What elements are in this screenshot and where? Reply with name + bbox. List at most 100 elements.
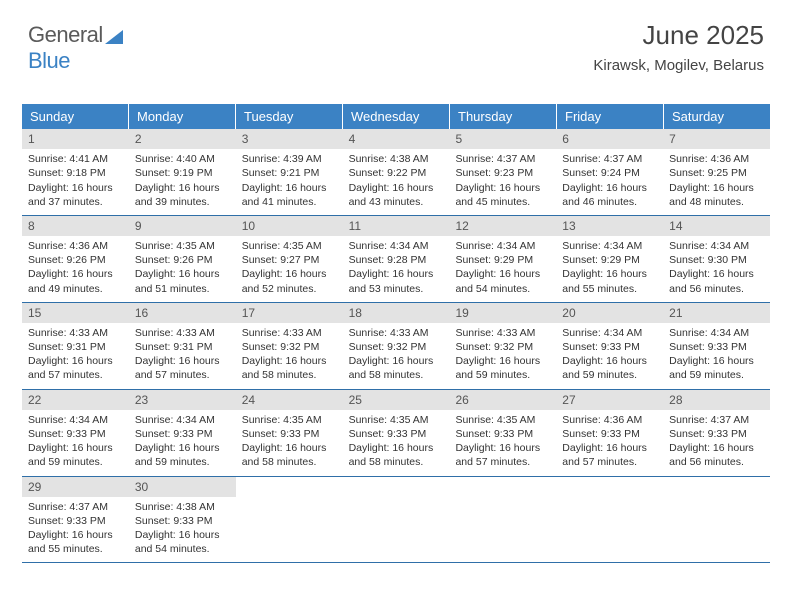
weekday-header: Thursday	[450, 104, 557, 129]
week-row: 29 Sunrise: 4:37 AMSunset: 9:33 PMDayligh…	[22, 477, 770, 564]
day-body: Sunrise: 4:34 AMSunset: 9:33 PMDaylight:…	[663, 323, 770, 389]
day-number: 16	[129, 303, 236, 323]
weekday-header: Friday	[557, 104, 664, 129]
day-number: 28	[663, 390, 770, 410]
day-number: 5	[449, 129, 556, 149]
sunset-line: Sunset: 9:25 PM	[669, 166, 764, 180]
day-body: Sunrise: 4:35 AMSunset: 9:26 PMDaylight:…	[129, 236, 236, 302]
calendar-grid: SundayMondayTuesdayWednesdayThursdayFrid…	[22, 104, 770, 563]
daylight-line: Daylight: 16 hours and 57 minutes.	[135, 354, 230, 382]
sunset-line: Sunset: 9:27 PM	[242, 253, 337, 267]
day-cell	[556, 477, 663, 563]
daylight-line: Daylight: 16 hours and 52 minutes.	[242, 267, 337, 295]
week-row: 1Sunrise: 4:41 AMSunset: 9:18 PMDaylight…	[22, 129, 770, 216]
daylight-line: Daylight: 16 hours and 59 minutes.	[562, 354, 657, 382]
daylight-line: Daylight: 16 hours and 56 minutes.	[669, 267, 764, 295]
day-cell: 15Sunrise: 4:33 AMSunset: 9:31 PMDayligh…	[22, 303, 129, 389]
daylight-line: Daylight: 16 hours and 57 minutes.	[28, 354, 123, 382]
sunset-line: Sunset: 9:19 PM	[135, 166, 230, 180]
day-number: 19	[449, 303, 556, 323]
day-cell: 27Sunrise: 4:36 AMSunset: 9:33 PMDayligh…	[556, 390, 663, 476]
day-body: Sunrise: 4:33 AMSunset: 9:32 PMDaylight:…	[449, 323, 556, 389]
daylight-line: Daylight: 16 hours and 41 minutes.	[242, 181, 337, 209]
day-body: Sunrise: 4:37 AMSunset: 9:33 PMDaylight:…	[663, 410, 770, 476]
sunrise-line: Sunrise: 4:34 AM	[562, 326, 657, 340]
sunrise-line: Sunrise: 4:36 AM	[562, 413, 657, 427]
day-body: Sunrise: 4:38 AMSunset: 9:33 PMDaylight:…	[129, 497, 236, 563]
day-cell: 5Sunrise: 4:37 AMSunset: 9:23 PMDaylight…	[449, 129, 556, 215]
day-cell: 7Sunrise: 4:36 AMSunset: 9:25 PMDaylight…	[663, 129, 770, 215]
day-cell: 3Sunrise: 4:39 AMSunset: 9:21 PMDaylight…	[236, 129, 343, 215]
day-number: 11	[343, 216, 450, 236]
daylight-line: Daylight: 16 hours and 58 minutes.	[349, 441, 444, 469]
day-body: Sunrise: 4:34 AMSunset: 9:29 PMDaylight:…	[556, 236, 663, 302]
sunrise-line: Sunrise: 4:34 AM	[669, 326, 764, 340]
day-number: 2	[129, 129, 236, 149]
sunset-line: Sunset: 9:33 PM	[562, 340, 657, 354]
sunset-line: Sunset: 9:26 PM	[28, 253, 123, 267]
day-cell: 18Sunrise: 4:33 AMSunset: 9:32 PMDayligh…	[343, 303, 450, 389]
day-number: 3	[236, 129, 343, 149]
daylight-line: Daylight: 16 hours and 54 minutes.	[455, 267, 550, 295]
daylight-line: Daylight: 16 hours and 58 minutes.	[242, 441, 337, 469]
sunset-line: Sunset: 9:23 PM	[455, 166, 550, 180]
sunset-line: Sunset: 9:18 PM	[28, 166, 123, 180]
sunset-line: Sunset: 9:21 PM	[242, 166, 337, 180]
day-cell: 22Sunrise: 4:34 AMSunset: 9:33 PMDayligh…	[22, 390, 129, 476]
sunset-line: Sunset: 9:33 PM	[28, 427, 123, 441]
daylight-line: Daylight: 16 hours and 46 minutes.	[562, 181, 657, 209]
sunset-line: Sunset: 9:33 PM	[562, 427, 657, 441]
day-number: 23	[129, 390, 236, 410]
sunrise-line: Sunrise: 4:38 AM	[349, 152, 444, 166]
sunrise-line: Sunrise: 4:34 AM	[135, 413, 230, 427]
day-body: Sunrise: 4:37 AMSunset: 9:24 PMDaylight:…	[556, 149, 663, 215]
day-cell: 26Sunrise: 4:35 AMSunset: 9:33 PMDayligh…	[449, 390, 556, 476]
sunrise-line: Sunrise: 4:33 AM	[455, 326, 550, 340]
weekday-header: Monday	[129, 104, 236, 129]
day-number: 18	[343, 303, 450, 323]
sunrise-line: Sunrise: 4:33 AM	[28, 326, 123, 340]
day-body: Sunrise: 4:39 AMSunset: 9:21 PMDaylight:…	[236, 149, 343, 215]
day-cell: 24Sunrise: 4:35 AMSunset: 9:33 PMDayligh…	[236, 390, 343, 476]
day-number: 4	[343, 129, 450, 149]
sunrise-line: Sunrise: 4:36 AM	[669, 152, 764, 166]
sunrise-line: Sunrise: 4:33 AM	[349, 326, 444, 340]
day-body: Sunrise: 4:34 AMSunset: 9:29 PMDaylight:…	[449, 236, 556, 302]
location-text: Kirawsk, Mogilev, Belarus	[593, 57, 764, 74]
day-number: 14	[663, 216, 770, 236]
day-cell	[236, 477, 343, 563]
daylight-line: Daylight: 16 hours and 55 minutes.	[28, 528, 123, 556]
day-number: 20	[556, 303, 663, 323]
daylight-line: Daylight: 16 hours and 59 minutes.	[669, 354, 764, 382]
day-cell: 11Sunrise: 4:34 AMSunset: 9:28 PMDayligh…	[343, 216, 450, 302]
sunset-line: Sunset: 9:33 PM	[669, 340, 764, 354]
week-row: 22Sunrise: 4:34 AMSunset: 9:33 PMDayligh…	[22, 390, 770, 477]
day-cell: 10Sunrise: 4:35 AMSunset: 9:27 PMDayligh…	[236, 216, 343, 302]
day-number: 13	[556, 216, 663, 236]
sunrise-line: Sunrise: 4:40 AM	[135, 152, 230, 166]
weeks-container: 1Sunrise: 4:41 AMSunset: 9:18 PMDaylight…	[22, 129, 770, 563]
sunrise-line: Sunrise: 4:37 AM	[562, 152, 657, 166]
day-cell: 4Sunrise: 4:38 AMSunset: 9:22 PMDaylight…	[343, 129, 450, 215]
day-cell: 23Sunrise: 4:34 AMSunset: 9:33 PMDayligh…	[129, 390, 236, 476]
sunset-line: Sunset: 9:33 PM	[28, 514, 123, 528]
day-cell	[343, 477, 450, 563]
sunset-line: Sunset: 9:33 PM	[242, 427, 337, 441]
day-cell: 30Sunrise: 4:38 AMSunset: 9:33 PMDayligh…	[129, 477, 236, 563]
sunrise-line: Sunrise: 4:37 AM	[28, 500, 123, 514]
day-number: 12	[449, 216, 556, 236]
sunset-line: Sunset: 9:33 PM	[135, 427, 230, 441]
daylight-line: Daylight: 16 hours and 57 minutes.	[562, 441, 657, 469]
day-number: 29	[22, 477, 129, 497]
sunset-line: Sunset: 9:33 PM	[669, 427, 764, 441]
sunrise-line: Sunrise: 4:34 AM	[28, 413, 123, 427]
day-number: 8	[22, 216, 129, 236]
day-body: Sunrise: 4:41 AMSunset: 9:18 PMDaylight:…	[22, 149, 129, 215]
day-number: 6	[556, 129, 663, 149]
brand-part2: Blue	[28, 48, 70, 73]
day-cell: 28Sunrise: 4:37 AMSunset: 9:33 PMDayligh…	[663, 390, 770, 476]
day-cell: 20 Sunrise: 4:34 AMSunset: 9:33 PMDayligh…	[556, 303, 663, 389]
sunrise-line: Sunrise: 4:36 AM	[28, 239, 123, 253]
day-body: Sunrise: 4:36 AMSunset: 9:26 PMDaylight:…	[22, 236, 129, 302]
day-cell: 8Sunrise: 4:36 AMSunset: 9:26 PMDaylight…	[22, 216, 129, 302]
